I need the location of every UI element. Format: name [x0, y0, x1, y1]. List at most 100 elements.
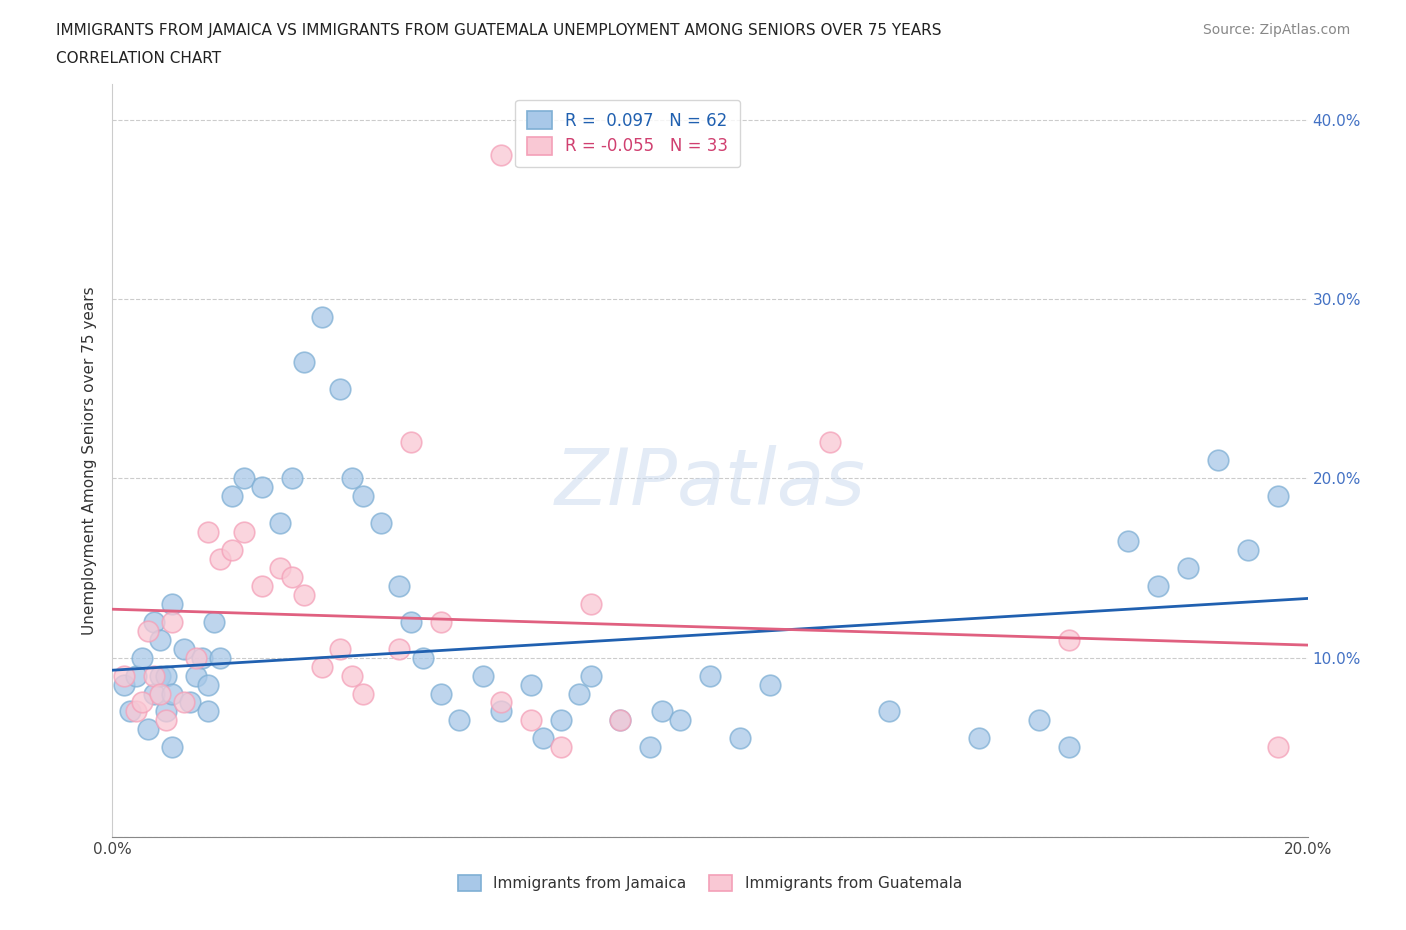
Point	[1267, 740, 1289, 755]
Point	[579, 668, 602, 683]
Point	[162, 740, 183, 755]
Point	[125, 704, 148, 719]
Point	[143, 686, 166, 701]
Point	[520, 677, 543, 692]
Point	[550, 713, 572, 728]
Point	[340, 471, 363, 485]
Point	[1147, 578, 1170, 593]
Point	[155, 704, 177, 719]
Point	[221, 489, 243, 504]
Point	[191, 650, 214, 665]
Point	[131, 650, 153, 665]
Point	[669, 713, 692, 728]
Y-axis label: Unemployment Among Seniors over 75 years: Unemployment Among Seniors over 75 years	[82, 286, 97, 634]
Point	[430, 686, 453, 701]
Point	[114, 668, 135, 683]
Point	[233, 471, 256, 485]
Point	[197, 525, 219, 539]
Point	[388, 642, 411, 657]
Point	[531, 731, 554, 746]
Point	[489, 148, 512, 163]
Legend: Immigrants from Jamaica, Immigrants from Guatemala: Immigrants from Jamaica, Immigrants from…	[453, 869, 967, 897]
Point	[209, 551, 232, 566]
Point	[879, 704, 901, 719]
Point	[353, 686, 375, 701]
Point	[149, 632, 172, 647]
Point	[329, 381, 352, 396]
Point	[609, 713, 631, 728]
Point	[1118, 534, 1140, 549]
Point	[281, 569, 304, 584]
Point	[131, 695, 153, 710]
Point	[699, 668, 721, 683]
Point	[281, 471, 304, 485]
Point	[149, 686, 172, 701]
Text: IMMIGRANTS FROM JAMAICA VS IMMIGRANTS FROM GUATEMALA UNEMPLOYMENT AMONG SENIORS : IMMIGRANTS FROM JAMAICA VS IMMIGRANTS FR…	[56, 23, 942, 38]
Point	[1057, 740, 1080, 755]
Point	[401, 435, 423, 450]
Point	[818, 435, 841, 450]
Point	[186, 650, 208, 665]
Text: CORRELATION CHART: CORRELATION CHART	[56, 51, 221, 66]
Point	[149, 668, 172, 683]
Point	[353, 489, 375, 504]
Point	[202, 615, 225, 630]
Point	[1057, 632, 1080, 647]
Point	[311, 310, 333, 325]
Point	[370, 515, 392, 530]
Point	[568, 686, 591, 701]
Point	[1237, 542, 1260, 557]
Point	[138, 722, 160, 737]
Text: Source: ZipAtlas.com: Source: ZipAtlas.com	[1202, 23, 1350, 37]
Point	[143, 668, 166, 683]
Point	[143, 615, 166, 630]
Text: ZIPatlas: ZIPatlas	[554, 445, 866, 521]
Point	[138, 623, 160, 638]
Point	[269, 515, 291, 530]
Point	[609, 713, 631, 728]
Point	[162, 615, 183, 630]
Point	[292, 354, 315, 369]
Point	[550, 740, 572, 755]
Point	[155, 668, 177, 683]
Point	[197, 677, 219, 692]
Point	[472, 668, 495, 683]
Point	[173, 642, 195, 657]
Point	[269, 561, 291, 576]
Point	[221, 542, 243, 557]
Point	[186, 668, 208, 683]
Point	[311, 659, 333, 674]
Point	[640, 740, 662, 755]
Point	[579, 596, 602, 611]
Point	[1206, 453, 1229, 468]
Point	[430, 615, 453, 630]
Point	[162, 596, 183, 611]
Point	[197, 704, 219, 719]
Point	[1028, 713, 1050, 728]
Point	[412, 650, 434, 665]
Point	[114, 677, 135, 692]
Point	[449, 713, 471, 728]
Point	[155, 713, 177, 728]
Point	[1177, 561, 1199, 576]
Point	[329, 642, 352, 657]
Point	[520, 713, 543, 728]
Point	[489, 695, 512, 710]
Point	[728, 731, 751, 746]
Point	[967, 731, 990, 746]
Point	[162, 686, 183, 701]
Point	[233, 525, 256, 539]
Point	[401, 615, 423, 630]
Point	[388, 578, 411, 593]
Point	[292, 588, 315, 603]
Point	[250, 578, 273, 593]
Point	[209, 650, 232, 665]
Point	[759, 677, 782, 692]
Point	[651, 704, 673, 719]
Point	[120, 704, 142, 719]
Point	[1267, 489, 1289, 504]
Point	[489, 704, 512, 719]
Point	[179, 695, 201, 710]
Point	[250, 480, 273, 495]
Point	[125, 668, 148, 683]
